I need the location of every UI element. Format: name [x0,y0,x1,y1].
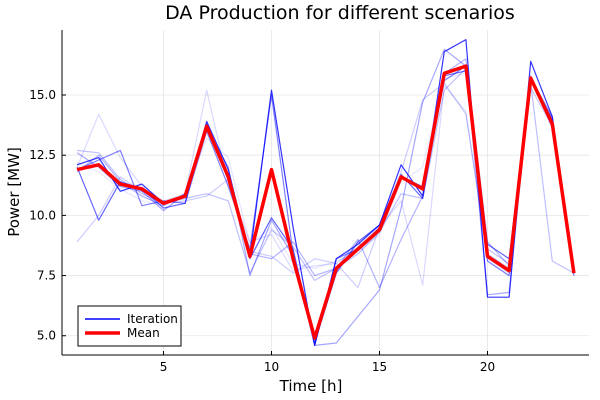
iteration-series-line [77,67,575,281]
x-tick-label: 20 [480,360,495,374]
y-tick-label: 5.0 [37,329,56,343]
x-tick-label: 10 [264,360,279,374]
iteration-series-line [76,48,575,346]
iteration-series-line [76,72,575,274]
x-axis-label: Time [h] [279,377,343,395]
y-tick-label: 7.5 [37,269,56,283]
series-layer [76,38,576,346]
iteration-series-line [76,58,575,289]
legend-box [77,305,182,347]
axes-layer: 5 10 15 20 5.0 7.5 10.0 12.5 15.0 [29,30,589,374]
legend-mean-label: Mean [127,326,160,340]
y-tick-label: 12.5 [29,148,56,162]
x-tick-label: 15 [372,360,387,374]
x-tick-label: 5 [160,360,168,374]
y-axis-label: Power [MW] [5,147,23,237]
iteration-series-line [76,79,575,286]
y-tick-label: 10.0 [29,208,56,222]
legend: Iteration Mean [77,305,182,347]
chart-title: DA Production for different scenarios [165,2,515,24]
y-tick-label: 15.0 [29,88,56,102]
legend-iteration-label: Iteration [127,312,178,326]
mean-series-line [76,64,576,340]
